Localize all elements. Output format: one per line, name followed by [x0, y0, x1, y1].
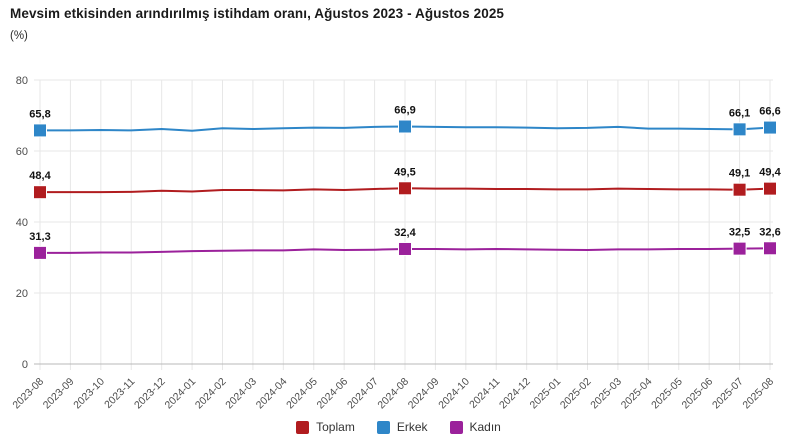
x-axis-tick-label: 2024-01: [162, 376, 198, 410]
data-point-marker-erkek: [763, 120, 777, 135]
x-axis-tick-label: 2024-12: [497, 376, 533, 410]
x-axis-tick-label: 2025-03: [588, 376, 624, 410]
y-axis-tick-label: 80: [16, 75, 28, 87]
y-axis-tick-label: 40: [16, 217, 28, 229]
x-axis-tick-label: 2023-09: [41, 376, 77, 410]
chart-title: Mevsim etkisinden arındırılmış istihdam …: [10, 6, 505, 21]
data-point-marker-toplam: [33, 185, 47, 200]
data-point-marker-kadın: [763, 241, 777, 256]
y-axis-tick-label: 60: [16, 146, 28, 158]
legend-swatch-kadin: [449, 420, 463, 434]
x-axis-tick-label: 2023-12: [132, 376, 168, 410]
data-point-label-toplam: 49,5: [394, 166, 415, 178]
data-point-label-erkek: 66,1: [729, 107, 750, 119]
data-point-marker-erkek: [33, 123, 47, 138]
x-axis-tick-label: 2024-03: [223, 376, 259, 410]
x-axis-tick-label: 2025-02: [558, 376, 594, 410]
x-axis-tick-label: 2024-04: [254, 376, 290, 410]
data-point-marker-kadın: [398, 241, 412, 256]
legend-item-erkek[interactable]: Erkek: [376, 420, 428, 434]
data-point-label-toplam: 49,1: [729, 168, 750, 180]
data-point-label-toplam: 48,4: [29, 170, 51, 182]
x-axis-tick-label: 2025-08: [740, 376, 776, 410]
data-point-marker-toplam: [398, 181, 412, 196]
x-axis-tick-label: 2024-10: [436, 376, 472, 410]
legend-item-kadin[interactable]: Kadın: [449, 420, 501, 434]
x-axis-tick-label: 2025-04: [619, 376, 655, 410]
data-point-marker-kadın: [33, 245, 47, 260]
y-axis-tick-label: 20: [16, 288, 28, 300]
legend-label-erkek: Erkek: [396, 420, 428, 434]
line-chart-canvas: 0204060802023-082023-092023-102023-11202…: [10, 75, 781, 410]
legend-label-kadin: Kadın: [469, 420, 501, 434]
x-axis-tick-label: 2025-05: [649, 376, 685, 410]
legend-swatch-toplam: [296, 420, 310, 434]
legend-swatch-erkek: [376, 420, 390, 434]
x-axis-tick-label: 2024-09: [406, 376, 442, 410]
chart-legend: Toplam Erkek Kadın: [0, 420, 797, 434]
data-point-label-erkek: 65,8: [29, 108, 50, 120]
data-point-marker-toplam: [732, 182, 747, 197]
x-axis-tick-label: 2024-11: [467, 376, 502, 410]
data-point-label-kadın: 31,3: [29, 231, 50, 243]
x-axis-tick-label: 2025-06: [680, 376, 716, 410]
x-axis-tick-label: 2024-08: [375, 376, 411, 410]
data-point-label-erkek: 66,6: [759, 106, 780, 118]
x-axis-tick-label: 2025-07: [710, 376, 746, 410]
x-axis-tick-label: 2024-07: [345, 376, 381, 410]
x-axis-tick-label: 2024-02: [193, 376, 229, 410]
data-point-marker-erkek: [732, 122, 747, 137]
y-axis-tick-label: 0: [22, 359, 28, 371]
legend-item-toplam[interactable]: Toplam: [296, 420, 355, 434]
legend-label-toplam: Toplam: [316, 420, 355, 434]
data-point-label-kadın: 32,6: [759, 226, 780, 238]
data-point-label-erkek: 66,9: [394, 105, 415, 117]
x-axis-tick-label: 2023-10: [71, 376, 107, 410]
x-axis-tick-label: 2023-11: [102, 376, 137, 410]
x-axis-tick-label: 2025-01: [527, 376, 563, 410]
x-axis-tick-label: 2023-08: [10, 376, 46, 410]
data-point-marker-kadın: [732, 241, 747, 256]
data-point-label-kadın: 32,4: [394, 227, 416, 239]
x-axis-tick-label: 2024-06: [315, 376, 351, 410]
x-axis-tick-label: 2024-05: [284, 376, 320, 410]
chart-subtitle: (%): [10, 30, 28, 42]
data-point-marker-toplam: [763, 181, 777, 196]
data-point-label-toplam: 49,4: [759, 167, 781, 179]
data-point-label-kadın: 32,5: [729, 227, 750, 239]
data-point-marker-erkek: [398, 119, 412, 134]
